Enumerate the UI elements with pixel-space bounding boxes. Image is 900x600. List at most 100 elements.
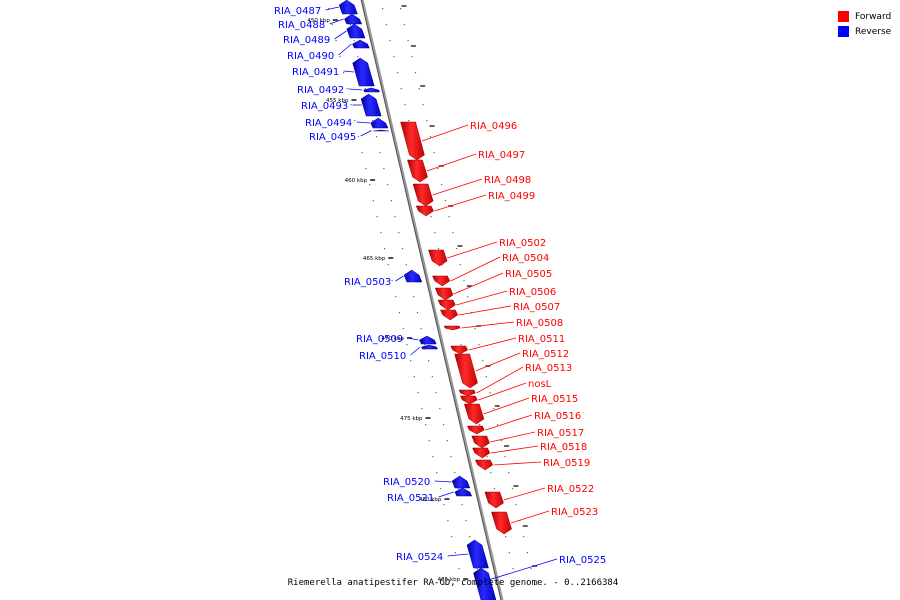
gene-label-RIA_0497[interactable]: RIA_0497 bbox=[478, 150, 525, 161]
gene-block-RIA_0497[interactable] bbox=[407, 159, 428, 183]
gene-block-RIA_0506[interactable] bbox=[437, 299, 456, 311]
track-dot bbox=[339, 56, 341, 58]
gene-label-RIA_0507[interactable]: RIA_0507 bbox=[513, 302, 560, 313]
track-dot bbox=[439, 488, 442, 490]
track-dot bbox=[505, 536, 507, 538]
track-dot bbox=[354, 120, 356, 122]
gene-block-RIA_0503[interactable] bbox=[403, 269, 423, 283]
gene-block-RIA_0490[interactable] bbox=[352, 39, 370, 49]
gene-label-RIA_0491[interactable]: RIA_0491 bbox=[292, 67, 339, 78]
gene-block-RIA_0520[interactable] bbox=[451, 475, 471, 489]
gene-block-RIA_0522[interactable] bbox=[484, 491, 504, 509]
track-dot bbox=[328, 8, 330, 10]
track-dot bbox=[496, 424, 499, 426]
track-dot bbox=[435, 392, 437, 394]
gene-block-RIA_0515[interactable] bbox=[463, 403, 485, 425]
gene-label-RIA_0490[interactable]: RIA_0490 bbox=[287, 51, 334, 62]
gene-block-RIA_0502[interactable] bbox=[428, 249, 448, 267]
gene-block-RIA_0519[interactable] bbox=[474, 459, 493, 471]
gene-block-RIA_0498[interactable] bbox=[412, 183, 434, 207]
gene-label-RIA_0503[interactable]: RIA_0503 bbox=[344, 277, 391, 288]
gene-label-RIA_0487[interactable]: RIA_0487 bbox=[274, 6, 321, 17]
gene-block-nosL[interactable] bbox=[460, 395, 478, 405]
gene-block-RIA_0523[interactable] bbox=[491, 511, 512, 535]
gene-label-RIA_0499[interactable]: RIA_0499 bbox=[488, 191, 535, 202]
gene-label-RIA_0519[interactable]: RIA_0519 bbox=[543, 458, 590, 469]
gene-block-RIA_0493[interactable] bbox=[360, 93, 382, 117]
gene-block-RIA_0521[interactable] bbox=[454, 487, 473, 497]
gene-label-RIA_0521[interactable]: RIA_0521 bbox=[387, 493, 434, 504]
gene-label-RIA_0493[interactable]: RIA_0493 bbox=[301, 101, 348, 112]
gene-label-RIA_0523[interactable]: RIA_0523 bbox=[551, 507, 598, 518]
gene-label-RIA_0510[interactable]: RIA_0510 bbox=[359, 351, 406, 362]
gene-label-RIA_0518[interactable]: RIA_0518 bbox=[540, 442, 587, 453]
gene-label-RIA_0502[interactable]: RIA_0502 bbox=[499, 238, 546, 249]
gene-block-RIA_0511[interactable] bbox=[450, 345, 468, 355]
gene-label-RIA_0495[interactable]: RIA_0495 bbox=[309, 132, 356, 143]
track-dot bbox=[478, 344, 480, 346]
gene-block-RIA_0492[interactable] bbox=[363, 87, 380, 93]
gene-block-RIA_0516[interactable] bbox=[467, 425, 485, 435]
gene-block-RIA_0487[interactable] bbox=[338, 0, 358, 15]
gene-block-RIA_0517[interactable] bbox=[471, 435, 490, 449]
gene-block-RIA_0525[interactable] bbox=[473, 567, 497, 600]
gene-block-RIA_0496[interactable] bbox=[400, 121, 425, 161]
gene-label-RIA_0508[interactable]: RIA_0508 bbox=[516, 318, 563, 329]
gene-label-RIA_0513[interactable]: RIA_0513 bbox=[525, 363, 572, 374]
gene-block-RIA_0524[interactable] bbox=[466, 539, 489, 569]
gene-leader-RIA_0496 bbox=[421, 124, 469, 142]
track-dot bbox=[401, 248, 404, 250]
gene-block-RIA_0508[interactable] bbox=[443, 325, 461, 331]
track-dot bbox=[443, 504, 445, 506]
gene-block-RIA_0507[interactable] bbox=[440, 309, 459, 321]
gene-block-RIA_0488[interactable] bbox=[344, 13, 363, 25]
gene-block-RIA_0494[interactable] bbox=[370, 117, 389, 129]
gene-label-RIA_0506[interactable]: RIA_0506 bbox=[509, 287, 556, 298]
track-dot bbox=[369, 184, 371, 186]
track-dot bbox=[372, 120, 374, 122]
gene-leader-RIA_0522 bbox=[503, 487, 546, 501]
gene-label-RIA_0498[interactable]: RIA_0498 bbox=[484, 175, 531, 186]
gene-block-RIA_0491[interactable] bbox=[352, 57, 375, 87]
gene-label-RIA_0504[interactable]: RIA_0504 bbox=[502, 253, 549, 264]
gene-label-RIA_0516[interactable]: RIA_0516 bbox=[534, 411, 581, 422]
track-dot bbox=[383, 168, 385, 170]
gene-block-RIA_0509[interactable] bbox=[419, 335, 437, 345]
gene-label-RIA_0524[interactable]: RIA_0524 bbox=[396, 552, 443, 563]
gene-label-RIA_0525[interactable]: RIA_0525 bbox=[559, 555, 606, 566]
track-dot bbox=[490, 472, 492, 474]
gene-block-RIA_0495[interactable] bbox=[373, 129, 389, 132]
gene-label-RIA_0489[interactable]: RIA_0489 bbox=[283, 35, 330, 46]
gene-block-RIA_0510[interactable] bbox=[421, 344, 438, 350]
gene-label-nosL[interactable]: nosL bbox=[528, 379, 552, 390]
gene-block-RIA_0499[interactable] bbox=[415, 205, 434, 217]
gene-block-RIA_0512[interactable] bbox=[454, 353, 478, 389]
gene-label-RIA_0509[interactable]: RIA_0509 bbox=[356, 334, 403, 345]
gene-label-RIA_0494[interactable]: RIA_0494 bbox=[305, 118, 352, 129]
track-dot bbox=[404, 104, 406, 106]
track-dot bbox=[426, 120, 428, 122]
track-dot bbox=[486, 456, 488, 458]
gene-label-RIA_0515[interactable]: RIA_0515 bbox=[531, 394, 578, 405]
track-dot bbox=[421, 408, 423, 410]
track-dot bbox=[400, 88, 402, 90]
gene-block-RIA_0504[interactable] bbox=[432, 275, 451, 287]
gene-label-RIA_0512[interactable]: RIA_0512 bbox=[522, 349, 569, 360]
gene-label-RIA_0522[interactable]: RIA_0522 bbox=[547, 484, 594, 495]
gene-label-RIA_0520[interactable]: RIA_0520 bbox=[383, 477, 430, 488]
gene-label-RIA_0496[interactable]: RIA_0496 bbox=[470, 121, 517, 132]
gene-block-RIA_0489[interactable] bbox=[346, 23, 366, 39]
gene-label-RIA_0488[interactable]: RIA_0488 bbox=[278, 20, 325, 31]
gene-label-RIA_0511[interactable]: RIA_0511 bbox=[518, 334, 565, 345]
gene-block-RIA_0513[interactable] bbox=[458, 389, 476, 397]
gene-leader-RIA_0497 bbox=[426, 153, 477, 172]
track-dot bbox=[383, 248, 386, 250]
gene-label-RIA_0505[interactable]: RIA_0505 bbox=[505, 269, 552, 280]
gene-block-RIA_0518[interactable] bbox=[472, 447, 491, 459]
track-dot bbox=[489, 392, 491, 394]
gene-leader-RIA_0492 bbox=[348, 88, 363, 91]
gene-label-RIA_0492[interactable]: RIA_0492 bbox=[297, 85, 344, 96]
gene-label-RIA_0517[interactable]: RIA_0517 bbox=[537, 428, 584, 439]
gene-block-RIA_0505[interactable] bbox=[434, 287, 454, 301]
track-dot bbox=[482, 360, 484, 362]
